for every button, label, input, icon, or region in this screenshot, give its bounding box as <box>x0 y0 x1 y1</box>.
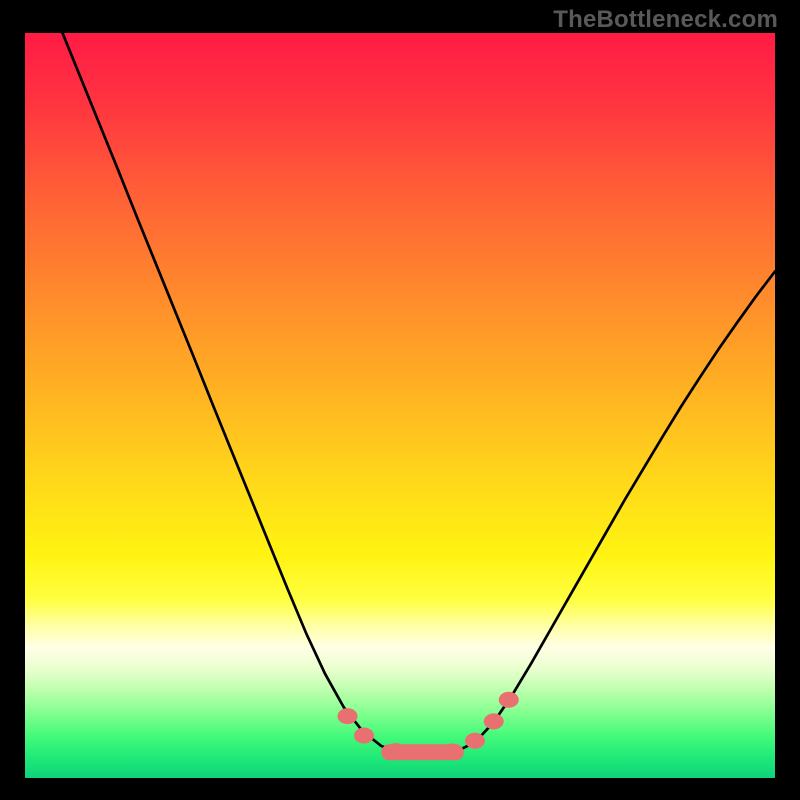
marker-pill-1 <box>354 728 374 744</box>
plot-background <box>25 33 775 778</box>
marker-pill-5 <box>465 733 485 749</box>
marker-pill-0 <box>338 708 358 724</box>
bottleneck-chart <box>25 33 775 778</box>
watermark-text: TheBottleneck.com <box>553 6 778 34</box>
marker-pill-7 <box>499 692 519 708</box>
marker-pill-2 <box>386 743 406 759</box>
marker-pill-6 <box>484 713 504 729</box>
marker-pill-3 <box>413 744 433 760</box>
marker-pill-4 <box>443 744 463 760</box>
